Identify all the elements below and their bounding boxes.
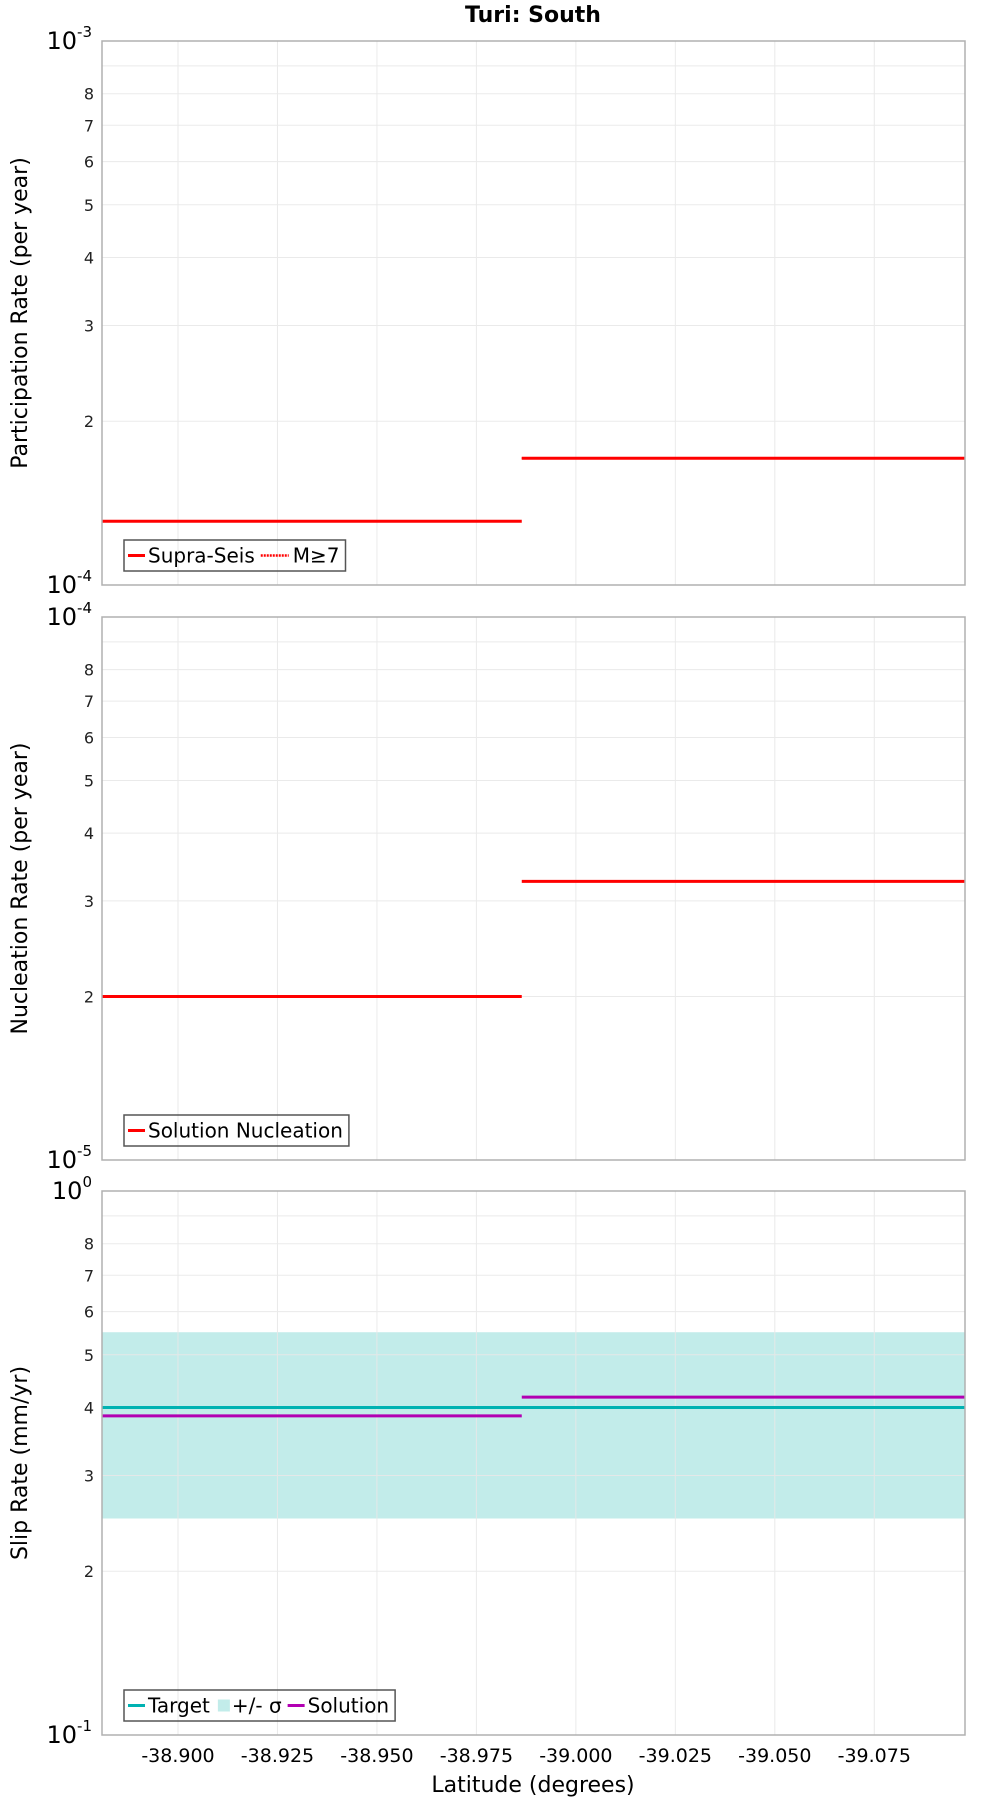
plot-frame: [101, 616, 966, 1161]
x-tick-label: -38.900: [141, 1745, 214, 1767]
y-tick-bottom: 10-5: [46, 1142, 92, 1174]
y-axis-label: Slip Rate (mm/yr): [8, 1366, 33, 1560]
x-tick-label: -38.975: [440, 1745, 513, 1767]
y-axis-ticks: 2 3 4 5 6 7 8 100 10-1: [46, 1173, 94, 1749]
svg-text:3: 3: [84, 316, 94, 335]
y-axis-label: Nucleation Rate (per year): [8, 743, 33, 1035]
svg-text:2: 2: [84, 988, 94, 1007]
legend-item-m-7: M≥7: [260, 544, 340, 568]
grid: [102, 41, 965, 585]
x-tick-label: -39.000: [539, 1745, 612, 1767]
plot-area: [102, 617, 965, 1160]
svg-text:8: 8: [84, 1235, 94, 1254]
x-axis-ticks: -38.900 -38.925 -38.950 -38.975 -39.000 -39.0…: [141, 1745, 911, 1767]
legend: Target +/- σ Solution: [123, 1689, 396, 1722]
plot-area: [102, 41, 965, 585]
chart-title: Turi: South: [465, 3, 601, 28]
legend-item-supra-seis: Supra-Seis: [128, 544, 255, 568]
svg-text:5: 5: [84, 196, 94, 215]
x-tick-label: -38.950: [340, 1745, 413, 1767]
y-tick-bottom: 10-1: [46, 1717, 92, 1749]
svg-text:7: 7: [84, 692, 94, 711]
chart-panels: 2 3 4 5 6 7 8 10-3 10-4 Participation Rate (per y…: [8, 23, 966, 1749]
y-axis-ticks: 2 3 4 5 6 7 8 10-4 10-5: [46, 599, 94, 1174]
svg-text:6: 6: [84, 728, 94, 747]
svg-text:8: 8: [84, 85, 94, 104]
panel-slip: 2 3 4 5 6 7 8 100 10-1 Slip Rate (mm/yr) Target +/-…: [8, 1173, 966, 1749]
x-tick-label: -38.925: [241, 1745, 314, 1767]
legend-item-target: Target: [128, 1694, 210, 1718]
plot-frame: [101, 40, 966, 586]
legend-item-solution: Solution: [287, 1694, 389, 1718]
svg-text:M≥7: M≥7: [293, 544, 340, 568]
x-tick-label: -39.075: [838, 1745, 911, 1767]
x-tick-label: -39.050: [738, 1745, 811, 1767]
svg-text:Solution Nucleation: Solution Nucleation: [148, 1119, 343, 1143]
svg-text:8: 8: [84, 661, 94, 680]
svg-text:4: 4: [84, 824, 94, 843]
svg-text:3: 3: [84, 1466, 94, 1485]
svg-text:4: 4: [84, 248, 94, 267]
y-tick-top: 10-3: [46, 23, 92, 55]
y-tick-bottom: 10-4: [46, 567, 92, 599]
svg-text:Target: Target: [147, 1694, 210, 1718]
panel-participation: 2 3 4 5 6 7 8 10-3 10-4 Participation Rate (per y…: [8, 23, 966, 599]
svg-text:4: 4: [84, 1398, 94, 1417]
svg-text:6: 6: [84, 153, 94, 172]
y-tick-top: 10-4: [46, 599, 92, 631]
sigma-band: [102, 1332, 965, 1519]
legend-item--: +/- σ: [217, 1694, 282, 1718]
y-axis-label: Participation Rate (per year): [8, 157, 33, 469]
svg-text:7: 7: [84, 116, 94, 135]
legend-item-solution-nucleation: Solution Nucleation: [128, 1119, 343, 1143]
y-tick-top: 100: [52, 1173, 92, 1205]
svg-text:7: 7: [84, 1266, 94, 1285]
legend: Supra-Seis M≥7: [123, 539, 347, 572]
svg-text:2: 2: [84, 1562, 94, 1581]
y-axis-ticks: 2 3 4 5 6 7 8 10-3 10-4: [46, 23, 94, 599]
x-axis-label: Latitude (degrees): [431, 1773, 634, 1798]
svg-text:+/- σ: +/- σ: [232, 1694, 282, 1718]
svg-text:Supra-Seis: Supra-Seis: [148, 544, 255, 568]
svg-text:5: 5: [84, 771, 94, 790]
svg-text:3: 3: [84, 892, 94, 911]
panel-nucleation: 2 3 4 5 6 7 8 10-4 10-5 Nucleation Rate (per year…: [8, 599, 966, 1174]
svg-text:Solution: Solution: [308, 1694, 389, 1718]
legend: Solution Nucleation: [123, 1114, 350, 1147]
svg-text:6: 6: [84, 1303, 94, 1322]
x-tick-label: -39.025: [639, 1745, 712, 1767]
plot-frame: [101, 1190, 966, 1736]
svg-text:5: 5: [84, 1346, 94, 1365]
svg-text:2: 2: [84, 412, 94, 431]
